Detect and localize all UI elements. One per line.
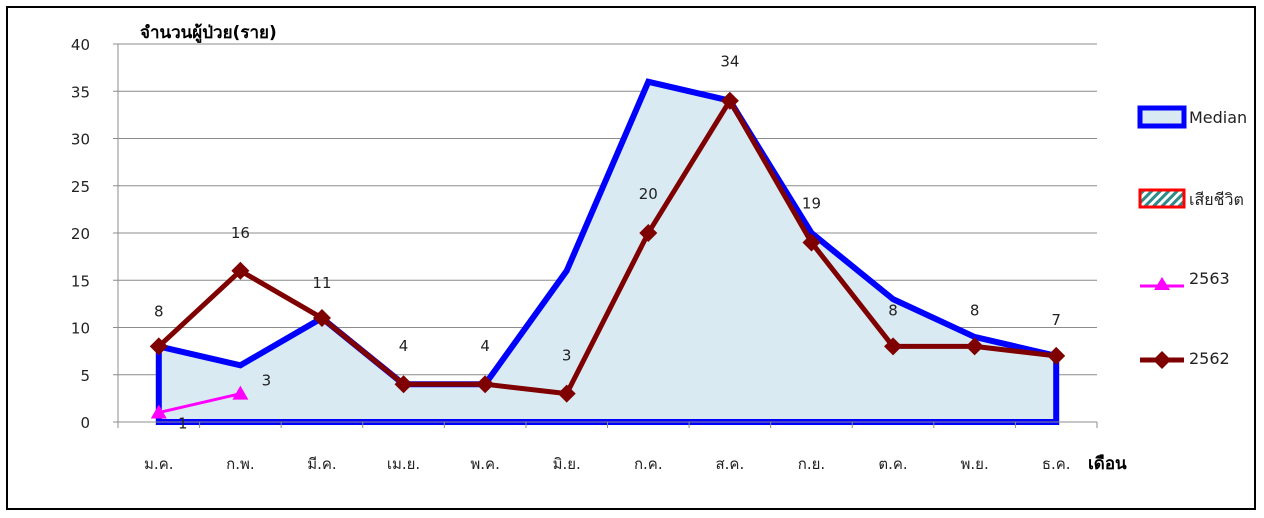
x-tick-label: ก.ย. [798, 455, 825, 473]
legend-death-label: เสียชีวิต [1189, 190, 1244, 209]
y-tick-label: 0 [80, 414, 90, 432]
data-label-2562: 4 [480, 337, 490, 355]
data-label-2563: 3 [262, 372, 272, 390]
data-label-2562: 4 [399, 337, 409, 355]
legend: Median เสียชีวิต 2563 2562 [1140, 108, 1247, 369]
legend-2563-label: 2563 [1189, 269, 1230, 288]
x-tick-label: เม.ย. [387, 455, 420, 473]
legend-median-swatch [1140, 108, 1184, 126]
legend-median-label: Median [1189, 108, 1247, 127]
data-label-2562: 8 [970, 301, 980, 319]
x-tick-label: ก.ค. [634, 455, 663, 473]
data-label-2562: 34 [720, 53, 739, 71]
median-area [159, 82, 1056, 422]
x-axis-title: เดือน [1088, 453, 1127, 474]
data-label-2562: 16 [231, 224, 250, 242]
y-tick-label: 35 [71, 83, 90, 101]
y-tick-label: 25 [71, 178, 90, 196]
y-tick-label: 30 [71, 131, 90, 149]
data-label-2562: 20 [639, 185, 658, 203]
data-label-2563: 1 [178, 415, 188, 433]
x-tick-label: ธ.ค. [1042, 455, 1071, 473]
y-axis-title: จำนวนผู้ป่วย(ราย) [140, 23, 277, 44]
legend-2562-label: 2562 [1189, 349, 1230, 368]
y-tick-label: 5 [80, 367, 90, 385]
legend-2563-marker [1154, 277, 1170, 290]
data-label-2562: 7 [1051, 311, 1061, 329]
x-tick-label: ส.ค. [716, 455, 745, 473]
y-tick-label: 10 [71, 320, 90, 338]
legend-2562-marker [1153, 351, 1171, 369]
x-tick-label: ก.พ. [226, 455, 255, 473]
y-tick-label: 40 [71, 36, 90, 54]
x-tick-label: มี.ค. [307, 455, 336, 473]
legend-death-swatch [1140, 190, 1184, 207]
data-label-2562: 8 [888, 301, 898, 319]
x-tick-label: ม.ค. [144, 455, 173, 473]
data-label-2562: 3 [562, 347, 572, 365]
x-tick-label: พ.ค. [470, 455, 499, 473]
data-label-2562: 8 [154, 302, 164, 320]
median-area-fill [159, 82, 1056, 422]
x-tick-label: มิ.ย. [553, 455, 581, 473]
x-tick-label: พ.ย. [961, 455, 989, 473]
data-label-2562: 11 [312, 274, 331, 292]
y-tick-label: 15 [71, 272, 90, 290]
x-tick-label: ต.ค. [878, 455, 907, 473]
y-tick-label: 20 [71, 225, 90, 243]
data-label-2562: 19 [802, 194, 821, 212]
